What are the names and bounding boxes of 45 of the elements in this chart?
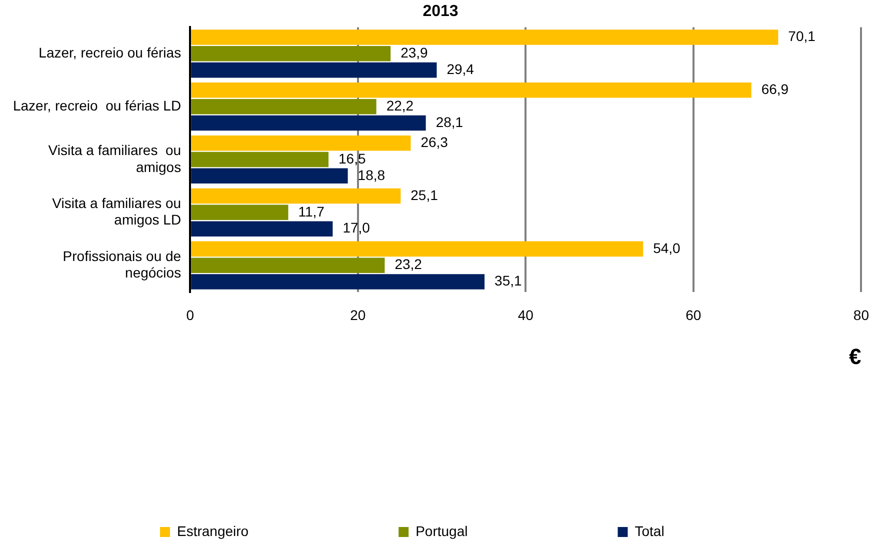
data-label: 25,1 <box>410 186 438 203</box>
data-label: 28,1 <box>436 114 464 130</box>
data-label: 18,8 <box>358 166 386 183</box>
bar <box>191 168 348 184</box>
x-tick-label: 0 <box>186 307 194 324</box>
data-label: 66,9 <box>761 81 789 98</box>
bar <box>191 274 485 290</box>
legend-label: Total <box>634 522 664 539</box>
y-tick-label: Lazer, recreio ou férias LD <box>12 97 182 114</box>
bar <box>191 135 411 151</box>
bar <box>191 62 437 78</box>
data-label: 16,5 <box>338 150 366 166</box>
x-tick-label: 20 <box>350 307 366 324</box>
bar <box>191 204 288 220</box>
data-label: 22,2 <box>386 97 414 114</box>
data-label: 23,9 <box>400 44 428 61</box>
data-label: 17,0 <box>342 220 370 236</box>
bar <box>191 188 401 204</box>
bar <box>191 30 778 45</box>
bar <box>191 46 391 62</box>
y-tick-label: Visita a familiares ou amigos LD <box>52 194 182 228</box>
x-tick-label: 80 <box>853 307 870 324</box>
data-label: 35,1 <box>494 272 522 289</box>
legend-label: Estrangeiro <box>177 522 249 539</box>
legend-label: Portugal <box>416 522 468 539</box>
data-label: 54,0 <box>653 240 681 256</box>
y-tick-label: Visita a familiares ou amigos <box>48 142 182 175</box>
data-label: 11,7 <box>298 203 325 220</box>
bar <box>191 152 329 168</box>
bar <box>191 221 333 236</box>
data-label: 29,4 <box>446 60 474 77</box>
y-tick-label: Profissionais ou de negócios <box>62 248 182 281</box>
data-label: 23,2 <box>394 256 422 272</box>
bar <box>191 82 752 98</box>
bar <box>191 258 385 273</box>
x-axis-title: € <box>848 344 862 369</box>
bar <box>191 241 644 257</box>
x-tick-label: 40 <box>518 307 534 324</box>
data-label: 70,1 <box>788 28 816 44</box>
data-label: 26,3 <box>420 134 448 150</box>
x-tick-label: 60 <box>686 307 702 324</box>
y-tick-label: Lazer, recreio ou férias <box>38 44 182 61</box>
bar <box>191 115 426 131</box>
chart-title: 2013 <box>422 3 458 20</box>
bar <box>191 98 376 114</box>
